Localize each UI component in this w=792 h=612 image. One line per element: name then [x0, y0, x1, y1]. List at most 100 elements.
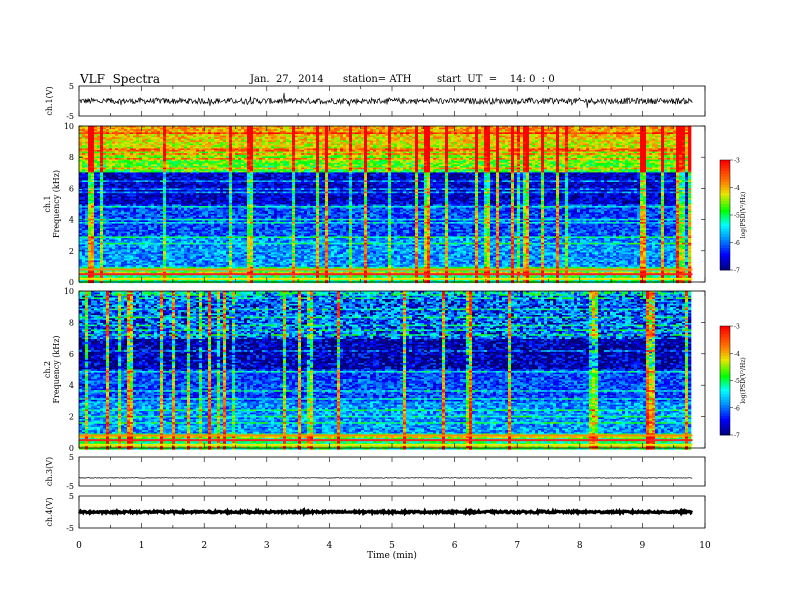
ch2_spectrogram-colorbar-cell	[720, 340, 730, 343]
ch2_spectrogram-colorbar-label: log(PSD(V²/Hz)	[740, 357, 747, 404]
ch1_spectrogram-colorbar-cell	[720, 226, 730, 229]
ch1_spectrogram-ytick-label: 10	[64, 122, 74, 131]
ch2_spectrogram-colorbar-tick-label: -3	[734, 324, 740, 331]
ch2_spectrogram-colorbar-cell	[720, 394, 730, 397]
ch1_spectrogram-colorbar-cell	[720, 182, 730, 185]
ch1_spectrogram-colorbar-cell	[720, 248, 730, 251]
ch2_spectrogram-colorbar-cell	[720, 419, 730, 422]
ch2_spectrogram-colorbar-cell	[720, 372, 730, 375]
ch1_spectrogram-colorbar-cell	[720, 201, 730, 204]
x-tick-label: 4	[327, 541, 333, 551]
ch1_spectrogram-colorbar-cell	[720, 240, 730, 243]
ch2_spectrogram-colorbar-tick-label: -6	[734, 405, 740, 412]
ch1_spectrogram-colorbar-cell	[720, 254, 730, 257]
ch1_spectrogram-colorbar-cell	[720, 265, 730, 268]
ch1_spectrogram-colorbar-cell	[720, 160, 730, 163]
ch2_spectrogram-ytick-label: 2	[69, 413, 74, 422]
ch2_spectrogram-colorbar-cell	[720, 331, 730, 334]
ch1_spectrogram-colorbar-cell	[720, 171, 730, 174]
ch2_spectrogram-ytick-label: 0	[69, 444, 74, 453]
ch1_spectrogram-colorbar-label: log(PSD(V²/Hz)	[740, 192, 747, 239]
ch2_spectrogram-ylabel: ch.2	[43, 361, 52, 378]
ch2_spectrogram-colorbar-tick-label: -7	[734, 433, 740, 440]
x-tick-label: 5	[389, 541, 395, 551]
ch1-trace	[79, 93, 692, 108]
ch1_spectrogram-colorbar-cell	[720, 188, 730, 191]
ch2_spectrogram-colorbar-cell	[720, 386, 730, 389]
x-tick-label: 8	[577, 541, 583, 551]
ch2_spectrogram-ytick-label: 4	[69, 381, 74, 390]
ch1_spectrogram-ytick-label: 4	[69, 216, 74, 225]
ch1_spectrogram-ylabel: Frequency (kHz)	[52, 170, 61, 238]
ch3-ytick-label: -5	[66, 482, 74, 491]
ch2_spectrogram-colorbar-cell	[720, 408, 730, 411]
x-tick-label: 0	[76, 541, 82, 551]
ch1_spectrogram-colorbar-cell	[720, 196, 730, 199]
ch2_spectrogram-colorbar-cell	[720, 334, 730, 337]
ch2_spectrogram-colorbar-cell	[720, 364, 730, 367]
ch4-ytick-label: -5	[66, 524, 74, 533]
ch2_spectrogram-colorbar-cell	[720, 375, 730, 378]
x-tick-label: 3	[264, 541, 270, 551]
ch1_spectrogram-colorbar-cell	[720, 185, 730, 188]
ch4-ytick-label: 5	[69, 492, 74, 501]
ch1_spectrogram-colorbar-tick-label: -3	[734, 158, 740, 165]
ch2_spectrogram-colorbar-cell	[720, 389, 730, 392]
x-tick-label: 9	[640, 541, 646, 551]
ch1_spectrogram-colorbar-tick-label: -7	[734, 268, 740, 275]
ch1_spectrogram-colorbar-cell	[720, 245, 730, 248]
ch1_spectrogram-colorbar-cell	[720, 166, 730, 169]
ch1_spectrogram-colorbar-cell	[720, 168, 730, 171]
ch2_spectrogram-colorbar-cell	[720, 345, 730, 348]
ch1_spectrogram-colorbar-cell	[720, 174, 730, 177]
ch1_spectrogram-colorbar-cell	[720, 204, 730, 207]
ch2_spectrogram-colorbar-cell	[720, 359, 730, 362]
ch1_spectrogram-colorbar-cell	[720, 223, 730, 226]
vlf-spectra-figure: 5-5ch.1(V)0246810ch.1 Frequency (kHz)-3-4…	[0, 0, 792, 612]
ch2_spectrogram-colorbar-cell	[720, 416, 730, 419]
ch1-ytick-label: 5	[69, 82, 74, 91]
ch2_spectrogram-ytick-label: 10	[64, 287, 74, 296]
ch2_spectrogram-ytick-label: 8	[69, 318, 74, 327]
ch1_spectrogram-colorbar-cell	[720, 179, 730, 182]
ch1_spectrogram-colorbar-cell	[720, 212, 730, 215]
ch1_spectrogram-colorbar-cell	[720, 234, 730, 237]
ch2_spectrogram-colorbar-cell	[720, 342, 730, 345]
ch1_spectrogram-band	[79, 278, 692, 280]
ch1_spectrogram-colorbar-cell	[720, 163, 730, 166]
ch2_spectrogram-colorbar-cell	[720, 430, 730, 433]
ch2_spectrogram-colorbar-cell	[720, 348, 730, 351]
ch2_spectrogram-colorbar-cell	[720, 361, 730, 364]
ch4-ylabel: ch.4(V)	[45, 497, 54, 526]
ch2_spectrogram-band	[79, 444, 692, 446]
ch2_spectrogram-ytick-label: 6	[69, 350, 74, 359]
ch3-ytick-label: 5	[69, 453, 74, 462]
ch3-trace	[79, 478, 692, 479]
ch1_spectrogram-colorbar-cell	[720, 193, 730, 196]
ch3-ylabel: ch.3(V)	[45, 457, 54, 486]
ch2_spectrogram-colorbar-cell	[720, 381, 730, 384]
ch2_spectrogram-colorbar-cell	[720, 356, 730, 359]
ch2_spectrogram-colorbar-cell	[720, 329, 730, 332]
ch2_spectrogram-band	[79, 434, 692, 436]
ch1-ylabel: ch.1(V)	[45, 86, 54, 115]
x-tick-label: 6	[452, 541, 458, 551]
ch2_spectrogram-colorbar-cell	[720, 410, 730, 413]
ch2_spectrogram-colorbar-cell	[720, 421, 730, 424]
ch1_spectrogram-colorbar-cell	[720, 256, 730, 259]
ch2_spectrogram-colorbar-cell	[720, 427, 730, 430]
x-tick-label: 10	[699, 541, 711, 551]
ch2_spectrogram-colorbar-cell	[720, 326, 730, 329]
x-axis-label: Time (min)	[367, 550, 417, 561]
ch2_spectrogram-colorbar-cell	[720, 383, 730, 386]
ch1_spectrogram-ytick-label: 6	[69, 184, 74, 193]
ch2_spectrogram-image	[79, 291, 692, 450]
ch2_spectrogram-colorbar-cell	[720, 378, 730, 381]
ch2_spectrogram-colorbar-cell	[720, 353, 730, 356]
ch4-trace	[79, 511, 692, 513]
ch2_spectrogram-colorbar-cell	[720, 351, 730, 354]
ch1_spectrogram-band	[79, 269, 692, 271]
ch1_spectrogram-ytick-label: 8	[69, 153, 74, 162]
ch1_spectrogram-colorbar-cell	[720, 262, 730, 265]
ch1_spectrogram-image	[79, 126, 692, 283]
